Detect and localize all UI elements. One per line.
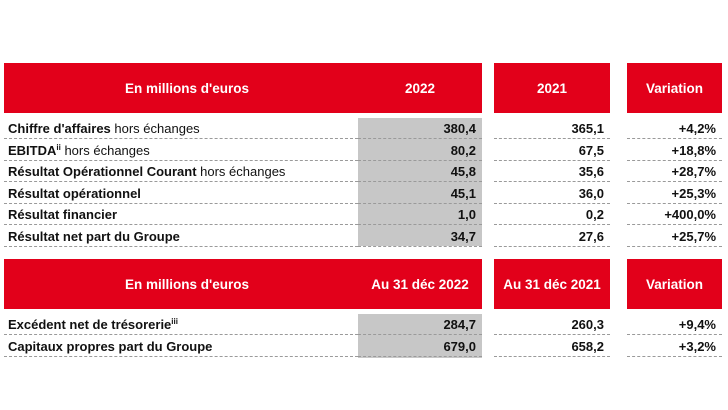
value-variation: +28,7% [627, 161, 722, 182]
value-variation: +400,0% [627, 204, 722, 225]
value-2022: 45,1 [358, 183, 482, 204]
value-2021: 27,6 [494, 226, 610, 247]
t2-header-variation: Variation [627, 259, 722, 309]
t2-header-2022: Au 31 déc 2022 [358, 259, 482, 309]
value-2022: 34,7 [358, 226, 482, 247]
t1-header-2022: 2022 [358, 63, 482, 113]
value-variation: +25,7% [627, 226, 722, 247]
row-label: Excédent net de trésorerieiii [4, 314, 358, 335]
row-label: Capitaux propres part du Groupe [4, 336, 358, 357]
value-2021: 36,0 [494, 183, 610, 204]
row-label-main: EBITDA [8, 142, 57, 158]
value-variation: +3,2% [627, 336, 722, 357]
value-variation: +25,3% [627, 183, 722, 204]
t1-header-label: En millions d'euros [4, 63, 370, 113]
row-label: Chiffre d'affaires hors échanges [4, 118, 358, 139]
t1-header-2021: 2021 [494, 63, 610, 113]
value-variation: +9,4% [627, 314, 722, 335]
row-label-main: Résultat financier [8, 207, 118, 222]
row-label-main: Chiffre d'affaires [8, 121, 111, 136]
t2-shade-2022 [358, 314, 482, 358]
row-label-qualifier: hors échanges [110, 121, 200, 136]
t2-header-label: En millions d'euros [4, 259, 370, 309]
value-2022: 45,8 [358, 161, 482, 182]
row-label: Résultat Opérationnel Courant hors échan… [4, 161, 358, 182]
value-2021: 35,6 [494, 161, 610, 182]
value-variation: +18,8% [627, 140, 722, 161]
value-2022: 284,7 [358, 314, 482, 335]
row-label: Résultat net part du Groupe [4, 226, 358, 247]
value-2022: 1,0 [358, 204, 482, 225]
footnote-marker: ii [56, 142, 61, 152]
value-variation: +4,2% [627, 118, 722, 139]
value-2022: 380,4 [358, 118, 482, 139]
footnote-marker: iii [171, 317, 178, 326]
row-label: Résultat financier [4, 204, 358, 225]
value-2021: 67,5 [494, 140, 610, 161]
row-label-main: Excédent net de trésorerie [8, 317, 172, 332]
t1-header-variation: Variation [627, 63, 722, 113]
row-label: EBITDAii hors échanges [4, 140, 358, 161]
row-label: Résultat opérationnel [4, 183, 358, 204]
value-2021: 658,2 [494, 336, 610, 357]
value-2022: 679,0 [358, 336, 482, 357]
row-label-main: Résultat net part du Groupe [8, 228, 180, 244]
value-2021: 365,1 [494, 118, 610, 139]
row-label-main: Résultat opérationnel [8, 185, 141, 201]
row-label-main: Résultat Opérationnel Courant [8, 164, 197, 179]
row-label-qualifier: hors échanges [60, 142, 150, 158]
value-2021: 260,3 [494, 314, 610, 335]
value-2021: 0,2 [494, 204, 610, 225]
t2-header-2021: Au 31 déc 2021 [494, 259, 610, 309]
value-2022: 80,2 [358, 140, 482, 161]
row-label-main: Capitaux propres part du Groupe [8, 339, 213, 354]
row-label-qualifier: hors échanges [196, 164, 286, 179]
